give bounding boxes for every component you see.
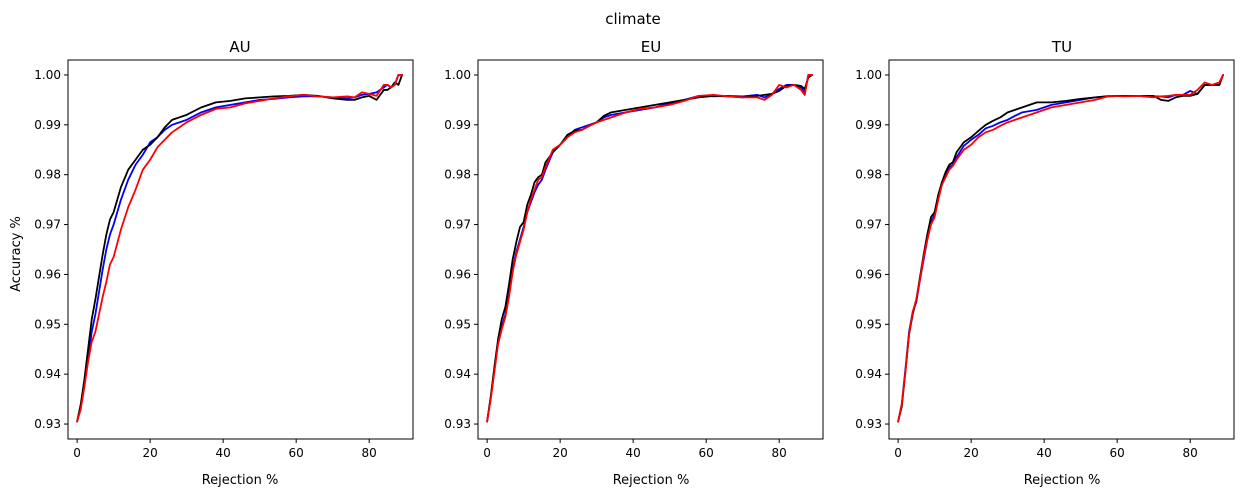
y-tick-label-tu: 0.95 <box>855 317 882 331</box>
y-tick-label-au: 0.93 <box>34 417 61 431</box>
series-line-tu-black <box>897 74 1224 423</box>
y-tick-label-au: 0.97 <box>34 218 61 232</box>
y-tick-label-eu: 0.93 <box>444 417 471 431</box>
y-tick-label-au: 0.94 <box>34 367 61 381</box>
plot-frame-au <box>67 59 414 440</box>
y-tick-label-tu: 0.93 <box>855 417 882 431</box>
x-tick-label-tu: 80 <box>1183 446 1198 460</box>
x-tick-label-au: 40 <box>216 446 231 460</box>
series-line-au-black <box>76 74 403 423</box>
y-tick-label-au: 0.98 <box>34 168 61 182</box>
plot-frame-eu <box>477 59 824 440</box>
x-tick-label-eu: 80 <box>772 446 787 460</box>
x-axis-label-eu: Rejection % <box>613 473 690 488</box>
x-tick-label-au: 20 <box>143 446 158 460</box>
x-tick-label-au: 60 <box>289 446 304 460</box>
subplot-title-tu: TU <box>1051 38 1072 56</box>
plot-frame-tu <box>888 59 1235 440</box>
y-tick-label-eu: 0.98 <box>444 168 471 182</box>
series-line-au-red <box>76 74 403 423</box>
y-tick-label-tu: 0.99 <box>855 118 882 132</box>
series-line-eu-red <box>486 74 813 423</box>
x-axis-label-au: Rejection % <box>202 473 279 488</box>
x-tick-label-eu: 40 <box>626 446 641 460</box>
subplot-title-au: AU <box>229 38 250 56</box>
y-tick-label-eu: 0.95 <box>444 317 471 331</box>
y-tick-label-tu: 0.94 <box>855 367 882 381</box>
y-tick-label-eu: 0.96 <box>444 267 471 281</box>
y-tick-label-au: 0.96 <box>34 267 61 281</box>
series-line-eu-black <box>486 74 813 423</box>
figure-title: climate <box>605 10 661 28</box>
series-line-eu-blue <box>486 74 813 423</box>
y-tick-label-au: 1.00 <box>34 68 61 82</box>
x-tick-label-tu: 20 <box>964 446 979 460</box>
subplot-title-eu: EU <box>641 38 661 56</box>
series-line-tu-red <box>897 74 1224 423</box>
x-tick-label-eu: 20 <box>553 446 568 460</box>
y-tick-label-tu: 0.96 <box>855 267 882 281</box>
y-tick-label-au: 0.99 <box>34 118 61 132</box>
y-axis-label-au: Accuracy % <box>9 216 24 292</box>
subplot-tu: TU 0 20 40 60 80 0.93 0.94 0.95 0.96 0.97 0.98 0.99… <box>855 38 1235 488</box>
y-tick-label-eu: 0.99 <box>444 118 471 132</box>
y-tick-label-eu: 0.97 <box>444 218 471 232</box>
y-tick-label-tu: 1.00 <box>855 68 882 82</box>
subplot-au: AU 0 20 40 60 80 0.93 0.94 0.95 0.96 0.97 0.98 0.99… <box>9 38 414 488</box>
subplot-eu: EU 0 20 40 60 80 0.93 0.94 0.95 0.96 0.97 0.98 0.99… <box>444 38 824 488</box>
y-tick-label-au: 0.95 <box>34 317 61 331</box>
y-tick-label-eu: 1.00 <box>444 68 471 82</box>
x-axis-label-tu: Rejection % <box>1024 473 1101 488</box>
y-tick-label-tu: 0.97 <box>855 218 882 232</box>
x-tick-label-tu: 0 <box>894 446 902 460</box>
series-line-au-blue <box>76 74 403 423</box>
y-tick-label-eu: 0.94 <box>444 367 471 381</box>
x-tick-label-tu: 60 <box>1110 446 1125 460</box>
x-tick-label-eu: 0 <box>483 446 491 460</box>
x-tick-label-au: 0 <box>73 446 81 460</box>
series-line-tu-blue <box>897 74 1224 423</box>
y-tick-label-tu: 0.98 <box>855 168 882 182</box>
x-tick-label-eu: 60 <box>699 446 714 460</box>
x-tick-label-au: 80 <box>362 446 377 460</box>
x-tick-label-tu: 40 <box>1037 446 1052 460</box>
